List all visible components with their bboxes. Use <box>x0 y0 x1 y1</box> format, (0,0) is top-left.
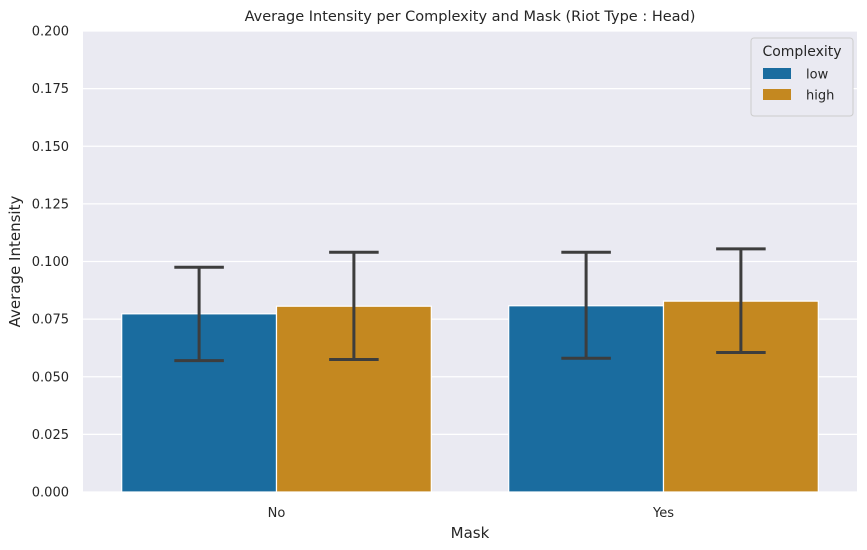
error-bar-high-no <box>329 250 379 361</box>
error-bar-low-yes <box>561 250 611 360</box>
y-tick-label: 0.050 <box>32 370 69 385</box>
y-tick-label: 0.025 <box>32 428 69 443</box>
legend-swatch-low <box>763 68 791 79</box>
legend-title: Complexity <box>762 44 841 60</box>
y-tick-labels: 0.000 0.025 0.050 0.075 0.100 0.125 0.150 0.175… <box>32 25 69 501</box>
legend-label-high: high <box>806 89 834 104</box>
y-axis-title: Average Intensity <box>6 196 24 328</box>
y-tick-label: 0.200 <box>32 25 69 40</box>
legend: Complexity low high <box>750 37 854 117</box>
chart-title: Average Intensity per Complexity and Mas… <box>245 9 696 25</box>
error-bars <box>174 247 766 363</box>
y-tick-label: 0.150 <box>32 140 69 155</box>
x-tick-label: No <box>268 506 286 521</box>
error-bar-high-yes <box>716 247 766 355</box>
y-tick-label: 0.100 <box>32 255 69 270</box>
y-tick-label: 0.075 <box>32 313 69 328</box>
y-tick-label: 0.000 <box>32 486 69 501</box>
x-axis-title: Mask <box>451 524 490 542</box>
error-bar-low-no <box>174 265 224 363</box>
x-tick-labels: No Yes <box>268 506 675 521</box>
x-tick-label: Yes <box>652 506 674 521</box>
legend-swatch-high <box>763 89 791 100</box>
legend-label-low: low <box>806 68 829 83</box>
legend-items: low high <box>763 68 834 104</box>
y-tick-label: 0.175 <box>32 82 69 97</box>
y-tick-label: 0.125 <box>32 197 69 212</box>
